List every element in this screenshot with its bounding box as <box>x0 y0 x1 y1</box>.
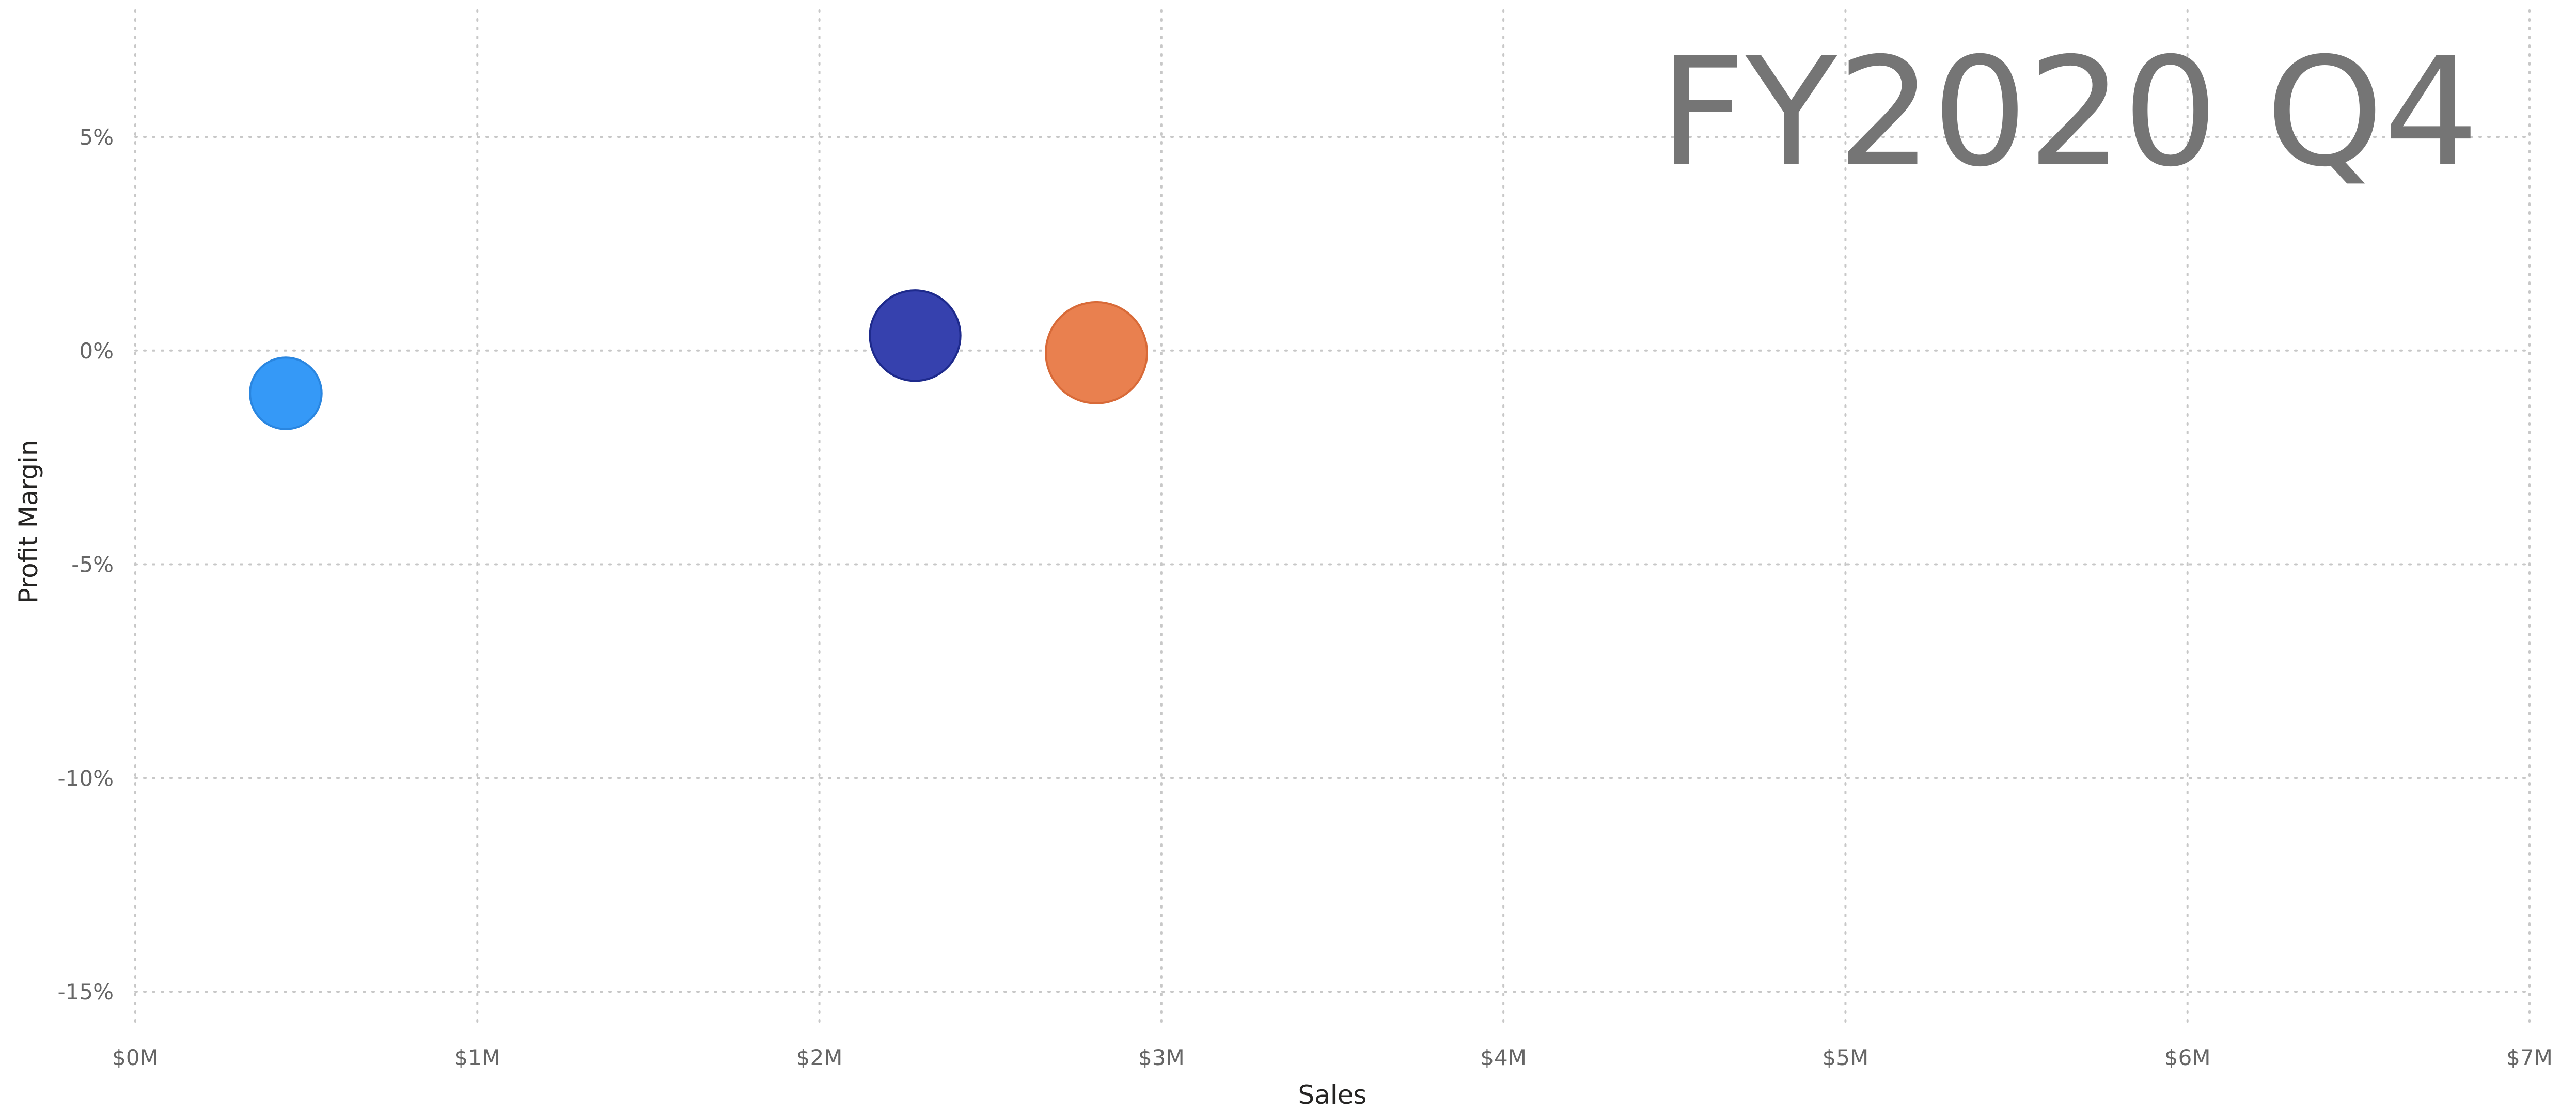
bubble-point[interactable] <box>869 289 962 382</box>
x-tick-label: $5M <box>1823 1045 1869 1070</box>
y-tick-label: -15% <box>57 979 114 1005</box>
x-tick-label: $6M <box>2164 1045 2211 1070</box>
y-tick-label: 5% <box>79 124 114 150</box>
x-tick-label: $3M <box>1138 1045 1185 1070</box>
x-axis-tick-labels: $0M $1M $2M $3M $4M $5M $6M $7M <box>112 1045 2553 1070</box>
data-points <box>249 289 1149 430</box>
x-tick-label: $0M <box>112 1045 159 1070</box>
y-tick-label: -10% <box>57 765 114 791</box>
x-tick-label: $2M <box>796 1045 843 1070</box>
y-tick-label: -5% <box>71 552 114 577</box>
y-axis-title: Profit Margin <box>13 440 43 603</box>
horizontal-gridlines <box>134 136 2531 993</box>
y-tick-label: 0% <box>79 338 114 364</box>
vertical-gridlines <box>134 9 2531 1029</box>
y-axis-tick-labels: 5% 0% -5% -10% -15% <box>57 124 114 1005</box>
bubble-point[interactable] <box>1045 301 1149 404</box>
bubble-point[interactable] <box>249 356 323 430</box>
x-tick-label: $1M <box>454 1045 500 1070</box>
x-axis-title: Sales <box>1298 1080 1366 1109</box>
play-axis-label: FY2020 Q4 <box>1659 26 2479 200</box>
x-tick-label: $4M <box>1480 1045 1527 1070</box>
x-tick-label: $7M <box>2506 1045 2553 1070</box>
